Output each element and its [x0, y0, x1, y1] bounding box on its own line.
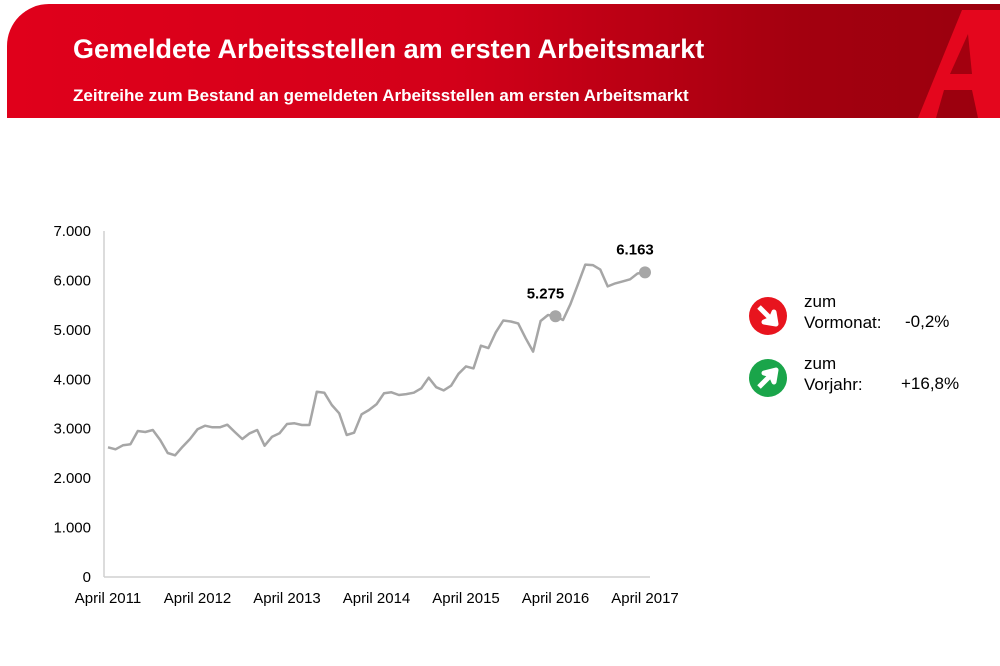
kpi-label-line1: zum — [804, 292, 837, 311]
data-point-marker — [639, 266, 651, 279]
line-chart: 0 1.000 2.000 3.000 4.000 5.000 6.000 7.000 Apri… — [53, 223, 679, 607]
x-tick-label: April 2016 — [522, 590, 590, 607]
data-label: 6.163 — [616, 241, 654, 258]
arrow-down-right-icon — [749, 297, 787, 335]
kpi-label-line2: Vorjahr: — [804, 375, 863, 394]
kpi-value: +16,8% — [901, 374, 960, 393]
kpi-label-line1: zum — [804, 354, 837, 373]
agentur-logo-icon — [918, 10, 1000, 118]
y-tick-label: 2.000 — [53, 470, 91, 487]
y-tick-label: 0 — [83, 569, 91, 586]
y-tick-label: 5.000 — [53, 322, 91, 339]
y-tick-label: 7.000 — [53, 223, 91, 240]
arrow-up-right-icon — [749, 359, 787, 397]
x-tick-label: April 2013 — [253, 590, 321, 607]
header-banner: Gemeldete Arbeitsstellen am ersten Arbei… — [7, 4, 1000, 118]
x-tick-label: April 2012 — [164, 590, 232, 607]
page-subtitle: Zeitreihe zum Bestand an gemeldeten Arbe… — [73, 86, 689, 105]
y-tick-label: 4.000 — [53, 371, 91, 388]
y-tick-label: 3.000 — [53, 421, 91, 438]
x-tick-label: April 2017 — [611, 590, 679, 607]
x-tick-label: April 2015 — [432, 590, 500, 607]
kpi-label-line2: Vormonat: — [804, 313, 882, 332]
kpi-value: -0,2% — [905, 312, 950, 331]
x-tick-label: April 2011 — [75, 590, 141, 607]
y-tick-label: 6.000 — [53, 272, 91, 289]
data-point-marker — [549, 310, 562, 323]
x-tick-label: April 2014 — [343, 590, 411, 607]
y-tick-label: 1.000 — [53, 520, 91, 537]
data-label: 5.275 — [527, 285, 565, 302]
series-line — [107, 263, 646, 457]
page-title: Gemeldete Arbeitsstellen am ersten Arbei… — [73, 34, 705, 64]
